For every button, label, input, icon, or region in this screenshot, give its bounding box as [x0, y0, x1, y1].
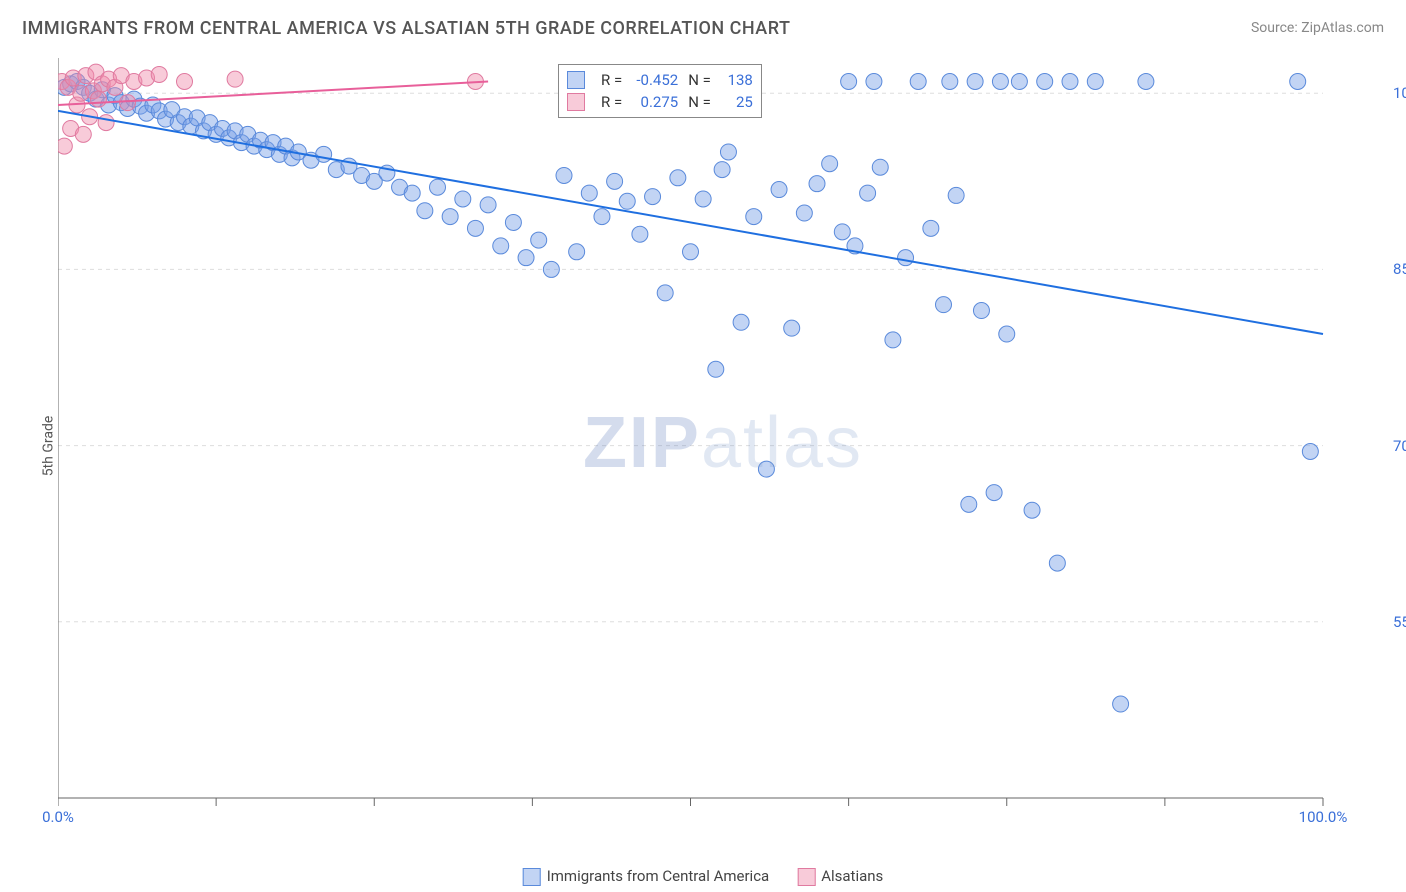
y-tick-label: 85.0%	[1393, 260, 1406, 278]
x-tick-label: 0.0%	[42, 808, 74, 830]
scatter-chart	[58, 58, 1388, 828]
stats-row: R =-0.452N =138	[567, 69, 753, 91]
stats-row: R =0.275N =25	[567, 91, 753, 113]
source-label: Source: ZipAtlas.com	[1251, 20, 1384, 36]
chart-title: IMMIGRANTS FROM CENTRAL AMERICA VS ALSAT…	[22, 18, 790, 39]
y-tick-label: 55.0%	[1393, 613, 1406, 631]
series-legend: Immigrants from Central America Alsatians	[523, 867, 884, 886]
chart-area: 55.0%70.0%85.0%100.0% 0.0%100.0% ZIPatla…	[58, 58, 1388, 828]
series-swatch	[567, 93, 585, 111]
series-swatch	[567, 71, 585, 89]
legend-item: Alsatians	[797, 867, 883, 886]
series-swatch	[523, 868, 541, 886]
x-tick-label: 100.0%	[1299, 808, 1348, 830]
legend-label: Immigrants from Central America	[547, 867, 770, 885]
y-tick-label: 70.0%	[1393, 437, 1406, 455]
legend-item: Immigrants from Central America	[523, 867, 770, 886]
correlation-stats-box: R =-0.452N =138R =0.275N =25	[558, 64, 762, 118]
legend-label: Alsatians	[821, 867, 883, 885]
y-axis-label: 5th Grade	[40, 416, 56, 477]
y-tick-label: 100.0%	[1393, 84, 1406, 102]
series-swatch	[797, 868, 815, 886]
